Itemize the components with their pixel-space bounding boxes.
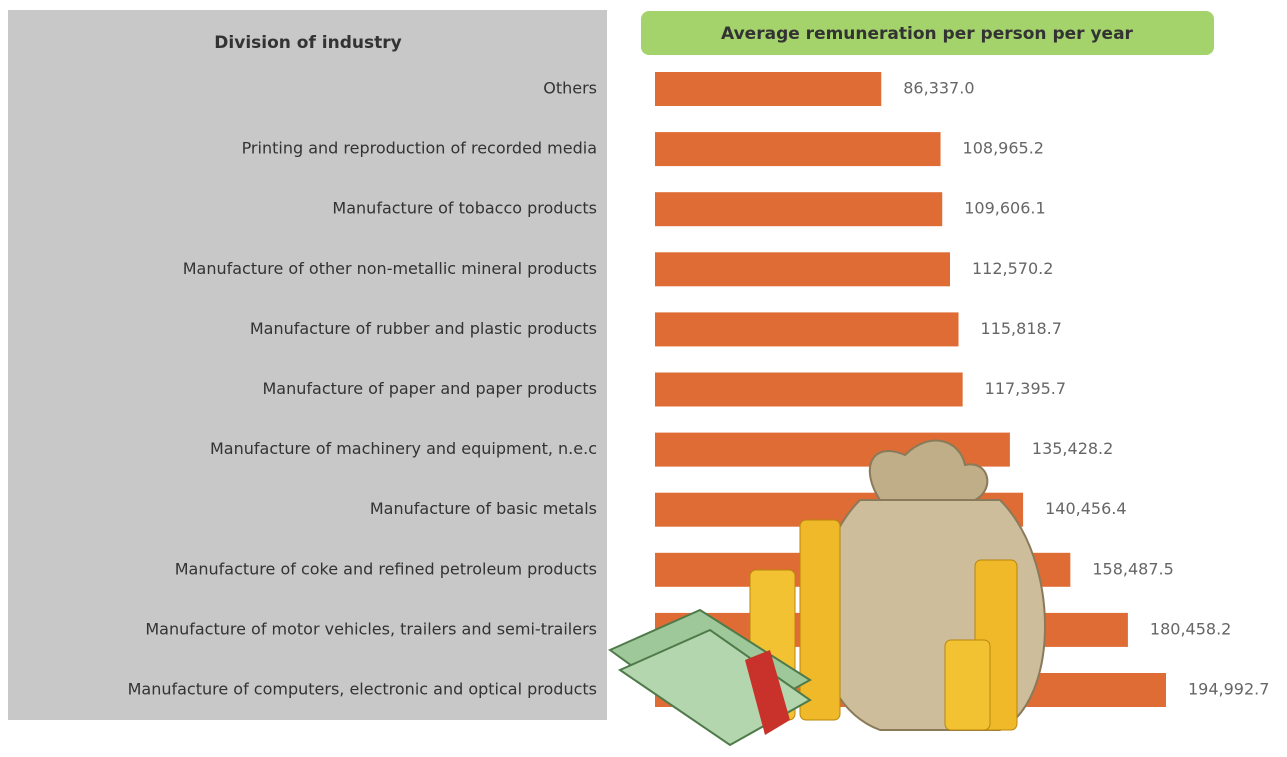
category-label: Others xyxy=(543,79,597,98)
category-panel xyxy=(8,10,607,720)
category-label: Manufacture of rubber and plastic produc… xyxy=(250,319,597,338)
bar xyxy=(655,252,951,287)
band xyxy=(745,650,790,735)
value-label: 109,606.1 xyxy=(964,199,1045,218)
category-label: Manufacture of paper and paper products xyxy=(262,379,597,398)
category-label: Manufacture of basic metals xyxy=(370,499,597,518)
category-label: Manufacture of computers, electronic and… xyxy=(128,680,597,699)
bar xyxy=(655,192,943,227)
category-axis-title: Division of industry xyxy=(214,33,401,53)
category-label: Printing and reproduction of recorded me… xyxy=(242,139,597,158)
category-label: Manufacture of motor vehicles, trailers … xyxy=(145,619,597,638)
bar xyxy=(655,72,882,106)
title-banner xyxy=(641,11,1214,55)
value-label: 115,818.7 xyxy=(981,319,1062,338)
value-label: 86,337.0 xyxy=(903,79,974,98)
value-label: 112,570.2 xyxy=(972,259,1053,278)
value-label: 180,458.2 xyxy=(1150,619,1231,638)
category-label: Manufacture of other non-metallic minera… xyxy=(183,259,597,278)
bar xyxy=(655,372,963,407)
value-label: 194,992.7 xyxy=(1188,680,1269,699)
coin-stack xyxy=(799,519,841,721)
value-label: 158,487.5 xyxy=(1092,559,1173,578)
category-label: Manufacture of tobacco products xyxy=(332,199,597,218)
chart-title: Average remuneration per person per year xyxy=(721,24,1133,44)
category-label: Manufacture of coke and refined petroleu… xyxy=(175,559,597,578)
bar xyxy=(655,132,941,167)
value-label: 140,456.4 xyxy=(1045,499,1126,518)
value-label: 117,395.7 xyxy=(985,379,1066,398)
coin-stack xyxy=(944,639,991,731)
bar xyxy=(655,312,959,347)
value-label: 135,428.2 xyxy=(1032,439,1113,458)
value-label: 108,965.2 xyxy=(963,139,1044,158)
bag-top xyxy=(868,439,989,501)
category-label: Manufacture of machinery and equipment, … xyxy=(210,439,597,458)
money-illustration xyxy=(608,439,1046,747)
